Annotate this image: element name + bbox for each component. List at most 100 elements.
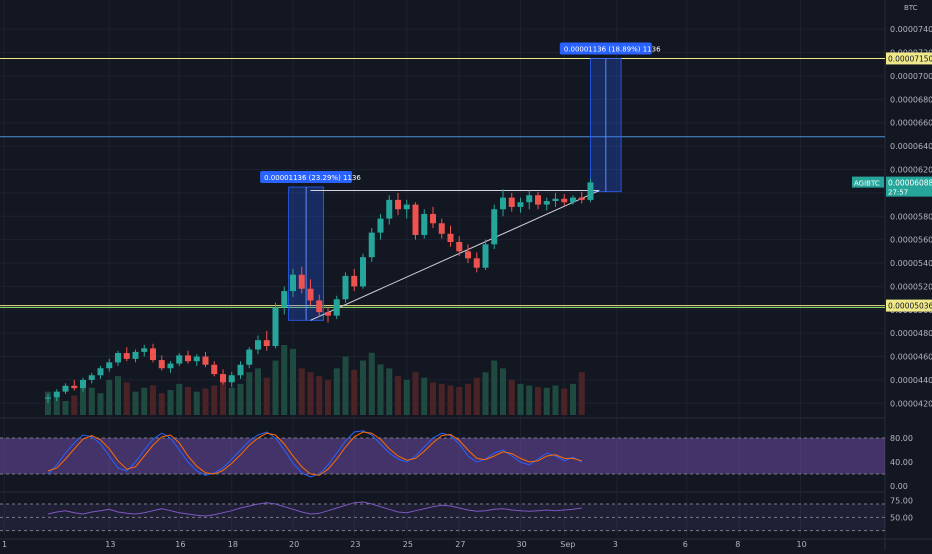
volume-bar <box>167 390 174 415</box>
candle-body <box>150 348 156 361</box>
stoch-rsi-pane <box>0 430 885 478</box>
volume-bar <box>141 387 148 415</box>
volume-bar <box>97 393 104 415</box>
volume-bar <box>88 387 95 415</box>
candle-body <box>552 198 559 202</box>
volume-bar <box>465 383 471 415</box>
volume-bar <box>53 397 60 415</box>
symbol-label: AGIBTC <box>854 180 880 188</box>
volume-bar <box>535 387 541 415</box>
time-axis[interactable]: 1 13 16 18 20 23 25 27 30 Sep 3 6 8 10 <box>2 540 807 549</box>
horizontal-levels[interactable] <box>0 57 885 308</box>
candle-body <box>403 204 410 210</box>
volume-bar <box>447 385 454 415</box>
y-tick-label: 0.00004200 <box>890 399 932 408</box>
candle-body <box>298 274 305 289</box>
candle-body <box>115 353 121 363</box>
volume-bar <box>421 377 428 415</box>
last-price-label: 0.00006088 <box>888 179 932 188</box>
x-tick-label: 3 <box>613 540 618 549</box>
candle-body <box>578 197 585 200</box>
volume-bar <box>263 377 270 415</box>
volume-bar <box>202 388 209 415</box>
x-tick-label: 25 <box>403 540 413 549</box>
candle-body <box>211 364 218 375</box>
candle-body <box>193 356 200 362</box>
candle-body <box>167 363 174 369</box>
candle-body <box>561 198 568 203</box>
volume-bar <box>351 369 358 415</box>
volume-bar <box>438 383 445 415</box>
candle-body <box>228 375 235 383</box>
volume-bar <box>430 382 436 415</box>
volume-bar <box>325 380 331 415</box>
rsi-line <box>47 501 582 517</box>
candle-body <box>53 391 60 398</box>
volume-bar <box>237 383 244 415</box>
price-level-label: 0.00007150 <box>888 54 932 63</box>
volume-bar <box>377 364 384 415</box>
volume-bar <box>456 387 463 415</box>
volume-bar <box>570 383 576 415</box>
x-tick-label: 13 <box>105 540 115 549</box>
stoch-band <box>0 438 885 474</box>
rsi-tick-label: 50.00 <box>890 513 913 522</box>
price-level-label: 0.00005036 <box>888 302 932 311</box>
candle-body <box>255 340 261 350</box>
x-tick-label: 16 <box>175 540 185 549</box>
volume-bar <box>395 376 401 415</box>
candle-body <box>325 312 331 316</box>
ascending-triangle[interactable] <box>310 190 600 321</box>
rsi-band <box>0 504 885 531</box>
stoch-tick-label: 40.00 <box>890 458 913 467</box>
volume-bar <box>561 388 568 415</box>
volume-bar <box>281 345 288 415</box>
candle-body <box>220 374 226 383</box>
volume-bar <box>543 387 550 415</box>
volume-bar <box>71 395 78 415</box>
candle-body <box>80 379 86 389</box>
candle-body <box>290 274 296 292</box>
candle-body <box>377 218 384 233</box>
candle-body <box>123 353 130 359</box>
volume-bar <box>80 383 86 415</box>
x-tick-label: Sep <box>560 540 575 549</box>
candle-body <box>272 307 279 347</box>
volume-bar <box>482 372 489 415</box>
rsi-pane <box>0 501 885 532</box>
stoch-k-line <box>47 430 583 478</box>
candle-body <box>307 288 314 301</box>
volume-bar <box>307 372 314 415</box>
x-tick-label: 30 <box>517 540 527 549</box>
candle-body <box>456 241 463 252</box>
candle-body <box>491 209 498 245</box>
last-price-tag <box>886 176 932 197</box>
candle-body <box>412 204 419 235</box>
candle-body <box>430 213 436 224</box>
volume-bar <box>552 385 559 415</box>
volume-bar <box>508 380 515 415</box>
volume-bar <box>62 401 69 415</box>
volume-bar <box>316 376 323 415</box>
measure-boxes[interactable]: 0.00001136 (23.29%) 1136 0.00001136 (18.8… <box>260 42 661 321</box>
candle-body <box>62 385 69 392</box>
candle-body <box>535 195 541 205</box>
candle-body <box>316 300 323 313</box>
measure-label: 0.00001136 (23.29%) 1136 <box>264 174 361 182</box>
candle-body <box>465 251 471 259</box>
candle-body <box>333 299 340 316</box>
candle-body <box>368 232 375 258</box>
volume-bar <box>211 385 218 415</box>
candle-body <box>141 348 148 352</box>
candle-body <box>447 233 454 242</box>
candlestick-series <box>45 178 594 404</box>
candle-body <box>71 385 78 389</box>
